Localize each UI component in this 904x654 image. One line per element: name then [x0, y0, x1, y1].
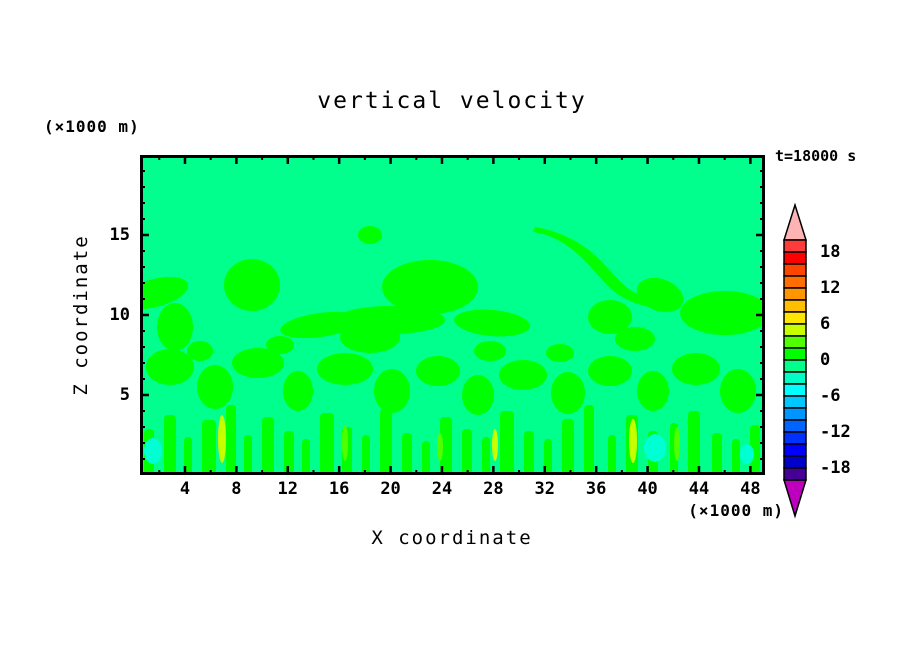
x-tick-label: 44	[688, 479, 710, 499]
colorbar-level-label: 18	[820, 242, 841, 262]
colorbar-level-label: -12	[820, 422, 851, 442]
contour-plot-area	[121, 155, 770, 481]
colorbar-scale	[782, 202, 808, 519]
x-tick-label: 16	[328, 479, 350, 499]
x-axis-unit-label: (×1000 m)	[688, 501, 784, 520]
z-tick-label: 10	[109, 305, 130, 325]
x-axis-title: X coordinate	[371, 527, 533, 549]
z-tick-label: 15	[109, 225, 130, 245]
x-tick-label: 40	[637, 479, 658, 499]
z-axis-unit-label: (×1000 m)	[44, 117, 140, 136]
plot-title: vertical velocity	[317, 88, 587, 114]
x-tick-label: 32	[534, 479, 555, 499]
colorbar-level-label: -18	[820, 458, 851, 478]
x-tick-label: 24	[431, 479, 453, 499]
x-tick-label: 28	[483, 479, 504, 499]
colorbar-level-label: 0	[820, 350, 831, 370]
z-tick-label: 5	[119, 385, 130, 405]
colorbar-level-label: 6	[820, 314, 831, 334]
contour-field	[121, 155, 770, 481]
x-tick-label: 8	[231, 479, 242, 499]
x-tick-label: 4	[179, 479, 191, 499]
colorbar	[782, 202, 818, 521]
colorbar-level-label: 12	[820, 278, 841, 298]
x-tick-label: 20	[380, 479, 401, 499]
x-tick-label: 12	[277, 479, 298, 499]
colorbar-level-label: -6	[820, 386, 841, 406]
x-tick-label: 48	[740, 479, 761, 499]
time-stamp-label: t=18000 s	[775, 147, 857, 165]
x-tick-label: 36	[585, 479, 607, 499]
